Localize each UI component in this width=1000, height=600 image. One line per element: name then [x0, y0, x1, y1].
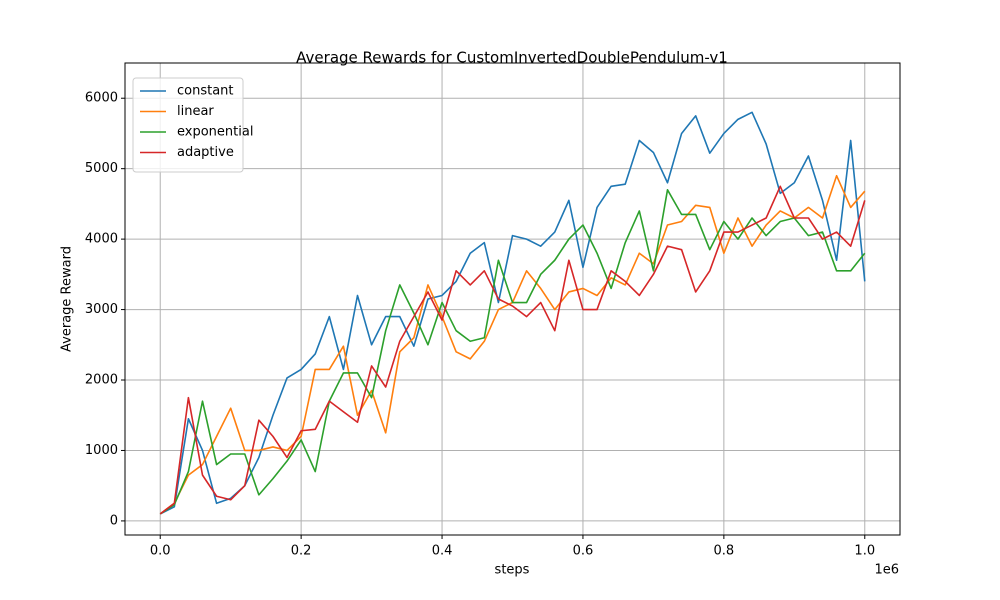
legend-label: linear [177, 104, 214, 119]
y-tick-label: 1000 [85, 443, 118, 458]
x-tick-label: 1.0 [854, 544, 875, 559]
x-axis-label: steps [495, 563, 530, 578]
x-tick-label: 0.4 [432, 544, 453, 559]
series-line [159, 111, 866, 515]
x-tick-label: 0.8 [714, 544, 735, 559]
y-tick-label: 0 [110, 513, 118, 528]
legend-box [132, 77, 244, 173]
legend: constant linear exponential adaptive [132, 77, 253, 173]
series-line [159, 189, 866, 515]
chart-title: Average Rewards for CustomInvertedDouble… [296, 49, 728, 67]
x-tick-label: 0.2 [291, 544, 312, 559]
y-tick-label: 5000 [85, 161, 118, 176]
plot-frame [124, 62, 901, 536]
x-tick-label: 0.6 [573, 544, 594, 559]
legend-label: adaptive [177, 145, 234, 160]
x-tick-label: 0.0 [150, 544, 171, 559]
y-axis-label: Average Reward [60, 246, 75, 352]
legend-label: exponential [177, 125, 253, 140]
y-tick-label: 4000 [85, 232, 118, 247]
y-tick-label: 3000 [85, 302, 118, 317]
series-line [159, 185, 866, 515]
legend-label: constant [177, 84, 234, 99]
y-tick-label: 6000 [85, 91, 118, 106]
x-offset-label: 1e6 [874, 563, 899, 578]
y-tick-label: 2000 [85, 373, 118, 388]
